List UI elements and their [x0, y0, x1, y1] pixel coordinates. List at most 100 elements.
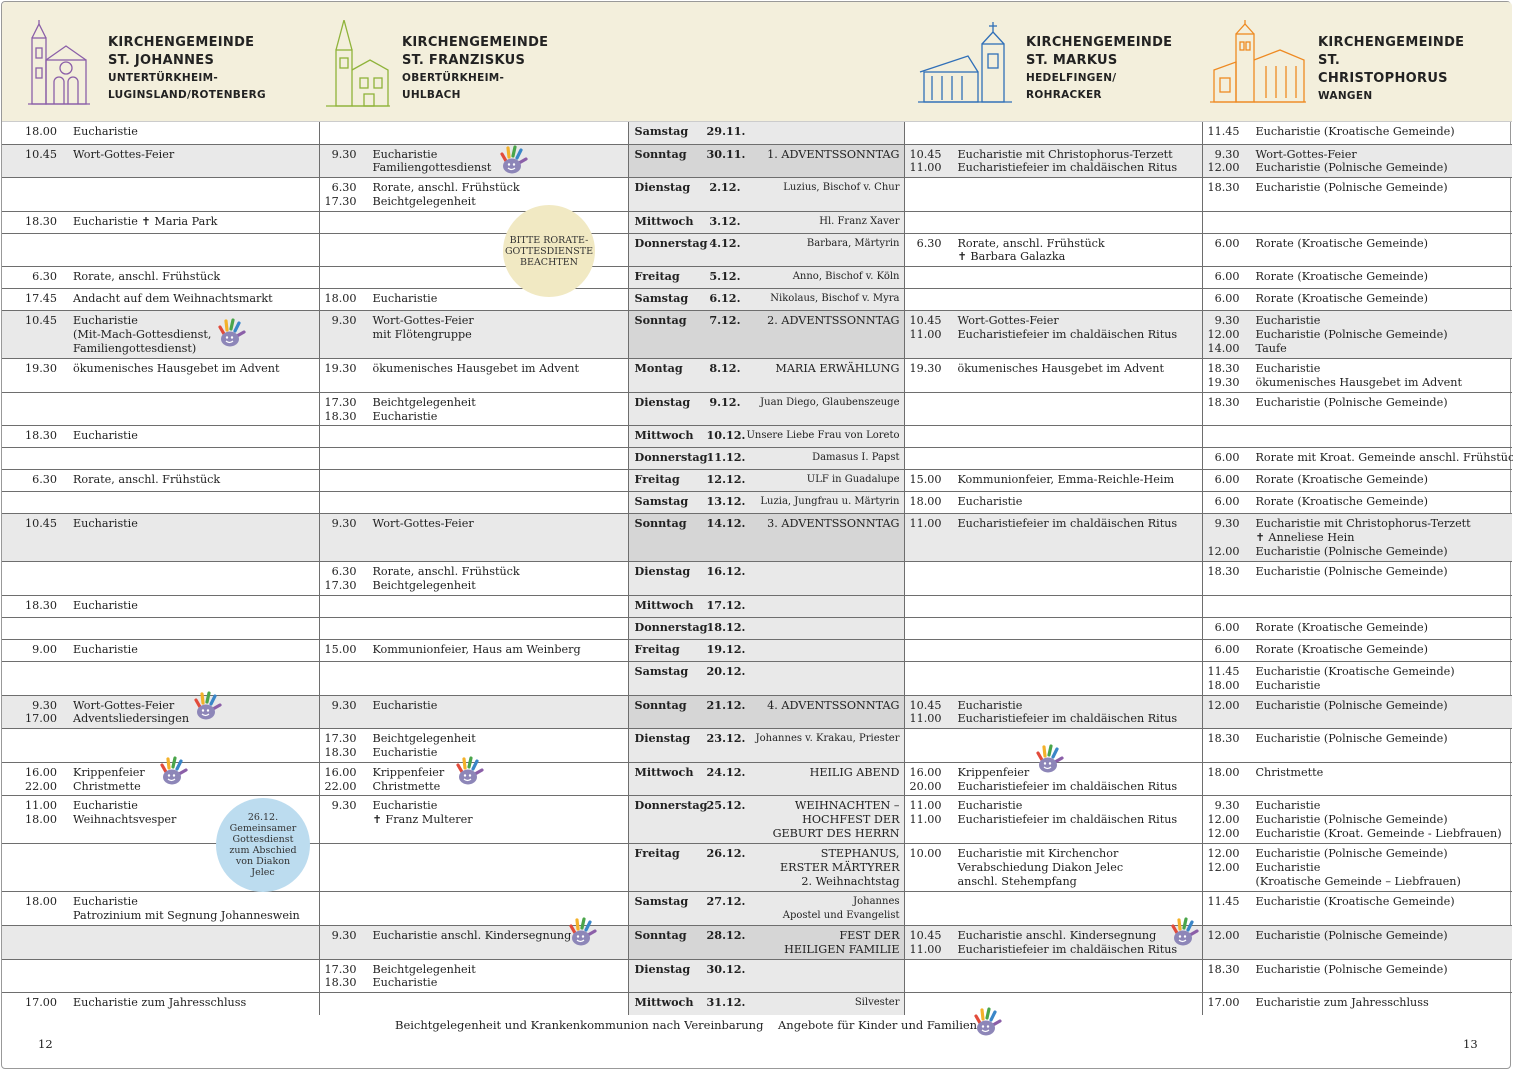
service-time: 19.30 [909, 362, 942, 376]
service-entry: 9.30 Wort-Gottes-Feier [1203, 148, 1513, 162]
cell-c2: 18.00 Eucharistie [319, 288, 629, 311]
service-entry: 22.00 Christmette [2, 780, 319, 794]
service-time: 17.30 [324, 579, 357, 593]
service-time: 14.00 [1207, 341, 1240, 355]
service-time: 11.00 [909, 712, 942, 726]
cell-c5: 6.00 Rorate (Kroatische Gemeinde) [1202, 232, 1512, 267]
cell-c5: 17.00 Eucharistie zum Jahresschluss [1202, 992, 1512, 1015]
parish-title: KIRCHENGEMEINDE [402, 35, 549, 50]
cell-c2 [319, 469, 629, 492]
cell-c2 [319, 617, 629, 640]
service-title: Rorate (Kroatische Gemeinde) [1255, 270, 1429, 284]
cell-c4 [904, 210, 1203, 234]
service-title: Eucharistie [957, 799, 1023, 813]
church-icon [326, 20, 390, 107]
service-time [1203, 875, 1240, 889]
service-entry: 10.45 Eucharistie mit Christophorus-Terze… [905, 148, 1202, 162]
cell-day: Freitag 12.12. ULF in Guadalupe [628, 469, 905, 492]
service-entry: 18.30 Eucharistie (Polnische Gemeinde) [1203, 181, 1513, 195]
service-time: 11.00 [909, 799, 942, 813]
service-entry: 10.45 Eucharistie [905, 699, 1202, 713]
service-time: 18.00 [1207, 678, 1240, 692]
service-time: 18.00 [24, 125, 57, 138]
service-entry: 6.00 Rorate (Kroatische Gemeinde) [1203, 643, 1513, 657]
service-entry: 18.30 Eucharistie (Polnische Gemeinde) [1203, 732, 1513, 746]
service-title: Krippenfeier [372, 765, 445, 779]
cell-c5: 9.30 Wort-Gottes-Feier 12.00 Eucharistie (P… [1202, 143, 1513, 178]
service-title: Rorate (Kroatische Gemeinde) [1255, 236, 1429, 250]
cell-c2: 15.00 Kommunionfeier, Haus am Weinberg [319, 639, 629, 662]
parish-title: KIRCHENGEMEINDE [108, 35, 255, 50]
cell-c5 [1202, 210, 1512, 234]
parish-name-block: KIRCHENGEMEINDE ST. CHRISTOPHORUS WANGEN [1318, 34, 1464, 105]
service-time: 18.30 [1207, 362, 1240, 376]
service-entry: 6.00 Rorate (Kroatische Gemeinde) [1203, 473, 1513, 487]
church-icon [28, 20, 90, 105]
cell-c4: 11.00 Eucharistiefeier im chaldäischen Ri… [904, 513, 1203, 562]
service-title: Eucharistie [957, 698, 1023, 712]
service-title: Eucharistiefeier im chaldäischen Ritus [957, 328, 1178, 342]
date: 3.12. [709, 213, 741, 228]
cell-c1 [2, 447, 320, 470]
service-title: Wort-Gottes-Feier [372, 314, 474, 328]
feast-day: Luzius, Bischof v. Chur [783, 182, 900, 194]
date: 29.11. [706, 124, 746, 138]
cell-c1: 16.00 Krippenfeier 22.00 Christmette [2, 761, 320, 796]
cell-c1 [2, 925, 320, 960]
cell-day: Mittwoch 10.12. Unsere Liebe Frau von Lore… [628, 425, 905, 448]
service-title: Kommunionfeier, Emma-Reichle-Heim [957, 473, 1175, 487]
service-title: Patrozinium mit Segnung Johanneswein [73, 909, 300, 923]
cell-day: Dienstag 9.12. Juan Diego, Glaubenszeuge [628, 391, 905, 426]
cell-day: Sonntag 28.12. FEST DER HEILIGEN FAMILIE [628, 925, 905, 960]
service-time: 9.30 [331, 698, 357, 712]
service-time: 6.00 [1214, 236, 1240, 250]
service-time: 22.00 [324, 779, 357, 793]
date: 24.12. [706, 764, 746, 779]
service-time: 11.00 [909, 942, 942, 956]
cell-c4 [904, 639, 1203, 662]
parish-name: ST. FRANZISKUS [402, 53, 526, 68]
service-title: Rorate (Kroatische Gemeinde) [1255, 621, 1429, 635]
feast-day: 2. ADVENTSSONNTAG [767, 314, 900, 328]
service-title: Andacht auf dem Weihnachtsmarkt [73, 292, 273, 306]
schedule-table: 18.00 Eucharistie Samstag 29.11. 11.45 Euchar… [2, 122, 1513, 1015]
service-time: 10.00 [909, 847, 942, 861]
service-entry: 9.00 Eucharistie [2, 643, 319, 657]
service-entry: 18.30 Eucharistie (Polnische Gemeinde) [1203, 396, 1513, 410]
service-entry: 12.00 Eucharistie (Polnische Gemeinde) [1203, 813, 1513, 827]
service-entry: 12.00 Eucharistie (Polnische Gemeinde) [1203, 328, 1513, 342]
service-title: Beichtgelegenheit [372, 194, 476, 208]
table-row: 17.30 Beichtgelegenheit 18.30 Eucharistie Di… [2, 391, 1513, 426]
service-title: Wort-Gottes-Feier [73, 698, 175, 712]
service-entry: 12.00 Eucharistie (Polnische Gemeinde) [1203, 161, 1513, 175]
service-entry: 11.00 Eucharistiefeier im chaldäischen Ri… [905, 712, 1202, 726]
service-time: 6.00 [1214, 621, 1240, 635]
cell-day: Samstag 29.11. [628, 122, 905, 144]
feast-day: 1. ADVENTSSONNTAG [767, 147, 900, 161]
service-title: Eucharistie [372, 147, 438, 161]
hand-icon [974, 1007, 1002, 1040]
cell-c2 [319, 122, 629, 144]
service-title: Beichtgelegenheit [372, 579, 476, 593]
service-title: Krippenfeier [73, 765, 145, 779]
service-title: Eucharistie (Kroatische Gemeinde) [1255, 895, 1455, 909]
service-entry: (Mit-Mach-Gottesdienst, [2, 328, 319, 342]
table-row: Donnerstag 18.12. 6.00 Rorate (Kroatische G… [2, 617, 1512, 640]
weekday: Mittwoch [634, 213, 694, 228]
parish-title: KIRCHENGEMEINDE [1318, 35, 1465, 50]
service-time: 10.45 [24, 314, 57, 328]
service-entry: 9.30 Eucharistie [1203, 314, 1513, 328]
service-title: ökumenisches Hausgebet im Advent [957, 362, 1164, 376]
hand-icon [456, 756, 484, 790]
cell-c4 [904, 595, 1203, 618]
service-time: 12.00 [1207, 847, 1240, 861]
cell-c1: 10.45 Wort-Gottes-Feier [2, 143, 320, 178]
table-row: 18.30 Eucharistie ✝ Maria Park Mittwoch 3.1… [2, 210, 1512, 234]
cell-c2: 17.30 Beichtgelegenheit 18.30 Eucharistie [319, 728, 629, 763]
table-row: 16.00 Krippenfeier 22.00 Christmette 16.00 Kr… [2, 761, 1512, 796]
service-entry: 18.00 Eucharistie [2, 125, 319, 139]
service-title: Rorate (Kroatische Gemeinde) [1255, 643, 1429, 657]
date: 14.12. [706, 516, 746, 531]
weekday: Dienstag [634, 961, 691, 976]
cell-c1 [2, 561, 320, 596]
